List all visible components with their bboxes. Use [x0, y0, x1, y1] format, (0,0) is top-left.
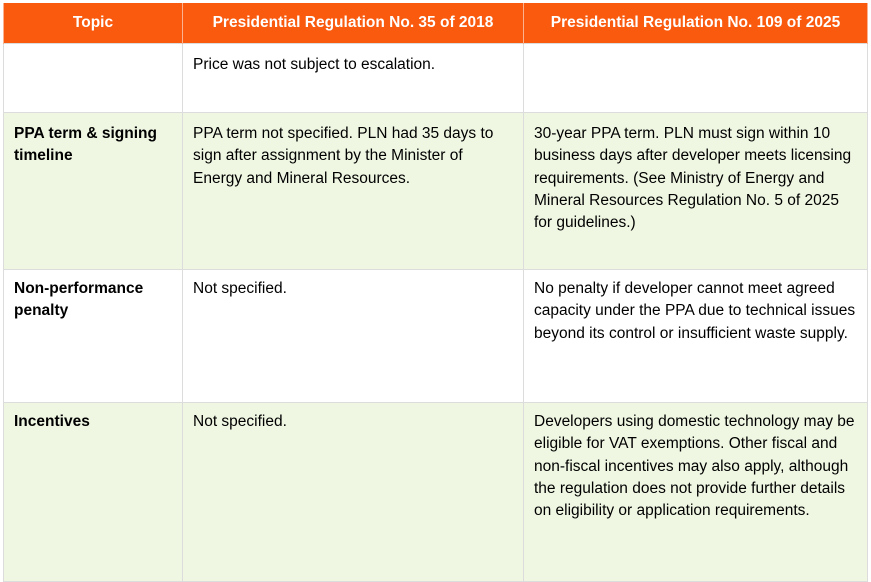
regulation-comparison-table: Topic Presidential Regulation No. 35 of … — [3, 3, 868, 582]
reg-2025-cell: No penalty if developer cannot meet agre… — [523, 269, 868, 403]
reg-2025-cell: Developers using domestic technology may… — [523, 402, 868, 582]
header-row: Topic Presidential Regulation No. 35 of … — [3, 3, 868, 44]
table-header: Topic Presidential Regulation No. 35 of … — [3, 3, 868, 44]
topic-cell: PPA term & signing timeline — [3, 112, 183, 270]
table-row-ppa-term: PPA term & signing timeline PPA term not… — [3, 112, 868, 270]
topic-cell: Non-performance penalty — [3, 269, 183, 403]
reg-2025-cell — [523, 43, 868, 113]
header-topic: Topic — [3, 3, 183, 44]
table-row-incentives: Incentives Not specified. Developers usi… — [3, 402, 868, 582]
table-row-non-performance-penalty: Non-performance penalty Not specified. N… — [3, 269, 868, 403]
table-row-price-escalation: Price was not subject to escalation. — [3, 43, 868, 113]
header-reg-2025: Presidential Regulation No. 109 of 2025 — [523, 3, 868, 44]
header-reg-2018: Presidential Regulation No. 35 of 2018 — [182, 3, 524, 44]
reg-2025-cell: 30-year PPA term. PLN must sign within 1… — [523, 112, 868, 270]
topic-cell — [3, 43, 183, 113]
reg-2018-cell: PPA term not specified. PLN had 35 days … — [182, 112, 524, 270]
reg-2018-cell: Not specified. — [182, 269, 524, 403]
reg-2018-cell: Not specified. — [182, 402, 524, 582]
reg-2018-cell: Price was not subject to escalation. — [182, 43, 524, 113]
topic-cell: Incentives — [3, 402, 183, 582]
table-body: Price was not subject to escalation. PPA… — [3, 43, 868, 582]
